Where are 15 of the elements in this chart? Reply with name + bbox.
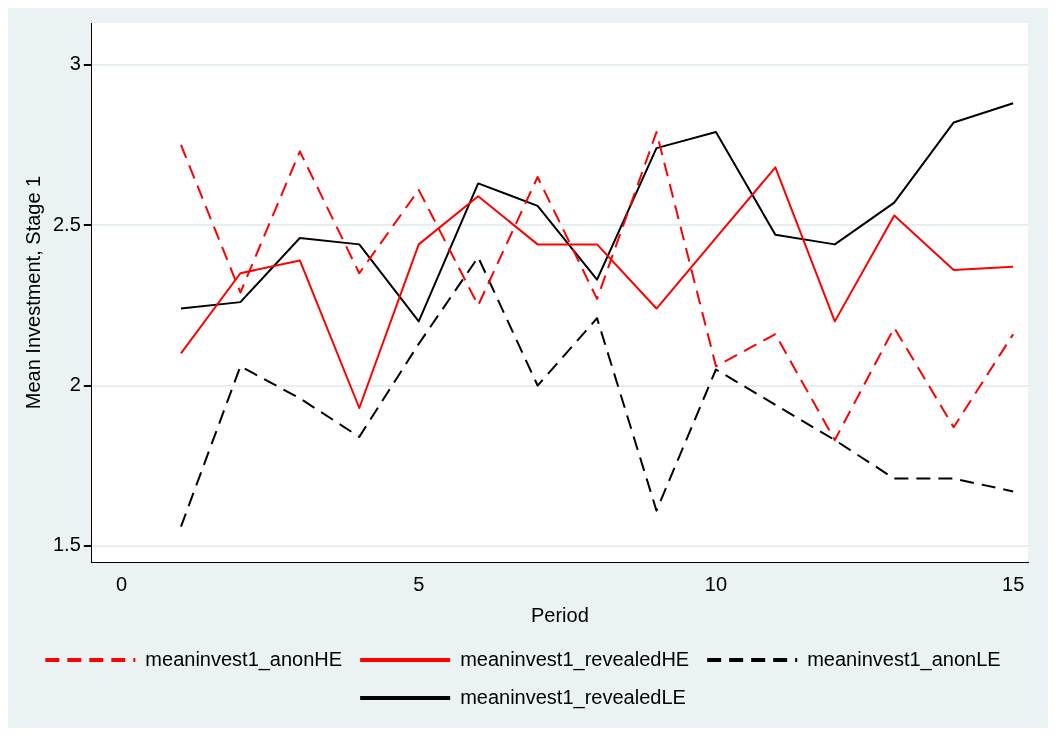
y-tick-label: 2.5 [52, 212, 81, 235]
y-tick-label: 1.5 [52, 533, 81, 556]
legend-label: meaninvest1_anonLE [807, 647, 1001, 671]
x-tick-label: 0 [115, 572, 128, 595]
x-tick-label: 15 [1002, 572, 1025, 595]
y-tick-label: 3 [69, 52, 81, 75]
legend-label: meaninvest1_anonHE [145, 647, 343, 671]
x-axis-title: Period [531, 603, 589, 626]
y-axis-title: Mean Investment, Stage 1 [21, 175, 44, 410]
legend-label: meaninvest1_revealedLE [460, 685, 686, 709]
legend-label: meaninvest1_revealedHE [460, 647, 690, 671]
x-tick-label: 5 [413, 572, 425, 595]
y-tick-label: 2 [69, 373, 81, 396]
x-tick-label: 10 [704, 572, 728, 595]
line-series [179, 131, 1015, 442]
